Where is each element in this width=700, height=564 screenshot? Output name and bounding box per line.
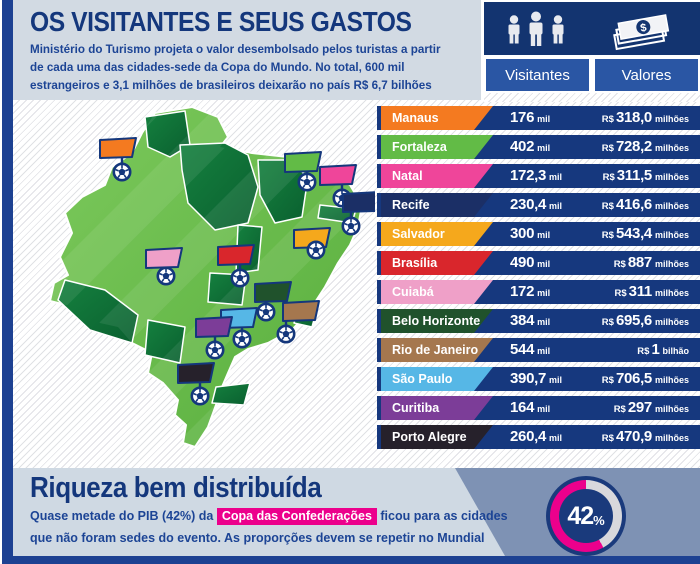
visitors-value: 164 mil <box>510 399 551 416</box>
map-flag-salvador <box>293 227 331 260</box>
visitors-value: 172 mil <box>510 283 551 300</box>
spending-value: R$ 311,5 milhões <box>602 167 689 184</box>
footer-text-line1: Quase metade do PIB (42%) da Copa das Co… <box>30 508 508 525</box>
table-row: Salvador 300 mil R$ 543,4 milhões <box>377 222 700 246</box>
visitors-value: 402 mil <box>510 138 551 155</box>
city-label: Natal <box>381 164 493 188</box>
city-label: Cuiabá <box>381 280 493 304</box>
table-row: Manaus 176 mil R$ 318,0 milhões <box>377 106 700 130</box>
city-label: São Paulo <box>381 367 493 391</box>
table-row: Recife 230,4 mil R$ 416,6 milhões <box>377 193 700 217</box>
map-flag-brasilia <box>217 244 255 288</box>
map-flag-fortaleza <box>284 151 322 192</box>
spending-value: R$ 695,6 milhões <box>601 312 689 329</box>
map-flag-curitiba <box>195 316 233 360</box>
city-flags <box>99 137 375 406</box>
visitors-value: 384 mil <box>510 312 551 329</box>
footer-text-after: ficou para as cidades <box>376 509 508 523</box>
footer-title: Riqueza bem distribuída <box>30 472 322 504</box>
visitors-value: 260,4 mil <box>510 428 563 445</box>
spending-value: R$ 318,0 milhões <box>601 109 689 126</box>
footer-text-line2: que não foram sedes do evento. As propor… <box>30 531 485 545</box>
city-label: Manaus <box>381 106 493 130</box>
map-flag-belo-horizonte <box>254 281 292 322</box>
header-subtitle: Ministério do Turismo projeta o valor de… <box>30 40 441 94</box>
spending-value: R$ 470,9 milhões <box>601 428 689 445</box>
spending-value: R$ 543,4 milhões <box>601 225 689 242</box>
visitors-value: 300 mil <box>510 225 551 242</box>
legend-visitors-label: Visitantes <box>484 57 591 93</box>
legend-icon-block: $ <box>484 2 700 55</box>
spending-value: R$ 297 milhões <box>613 399 689 416</box>
spending-value: R$ 706,5 milhões <box>601 370 689 387</box>
footer-highlight: Copa das Confederações <box>216 508 377 525</box>
page-title: OS VISITANTES E SEUS GASTOS <box>30 6 412 37</box>
city-label: Salvador <box>381 222 493 246</box>
subtitle-line: Ministério do Turismo projeta o valor de… <box>30 42 441 56</box>
table-row: São Paulo 390,7 mil R$ 706,5 milhões <box>377 367 700 391</box>
spending-value: R$ 311 milhões <box>614 283 689 300</box>
visitors-value: 230,4 mil <box>510 196 563 213</box>
city-label: Porto Alegre <box>381 425 493 449</box>
visitors-value: 490 mil <box>510 254 551 271</box>
bottom-accent-strip <box>2 556 700 564</box>
header: OS VISITANTES E SEUS GASTOS Ministério d… <box>13 0 481 100</box>
table-row: Natal 172,3 mil R$ 311,5 milhões <box>377 164 700 188</box>
spending-value: R$ 1 bilhão <box>637 341 689 358</box>
visitors-value: 390,7 mil <box>510 370 563 387</box>
legend-values-label: Valores <box>593 57 700 93</box>
table-row: Belo Horizonte 384 mil R$ 695,6 milhões <box>377 309 700 333</box>
city-label: Recife <box>381 193 493 217</box>
banknotes-icon: $ <box>613 13 670 50</box>
city-label: Curitiba <box>381 396 493 420</box>
people-icon <box>508 11 564 46</box>
map-flag-recife <box>341 191 375 236</box>
donut-chart: 42 % <box>546 476 626 556</box>
donut-center: 42 % <box>559 489 613 543</box>
city-label: Belo Horizonte <box>381 309 493 333</box>
donut-percent-sign: % <box>593 512 605 528</box>
donut-value: 42 <box>567 501 594 530</box>
dollar-sign: $ <box>639 21 647 34</box>
table-row: Rio de Janeiro 544 mil R$ 1 bilhão <box>377 338 700 362</box>
footer-text-before: Quase metade do PIB (42%) da <box>30 509 217 523</box>
map-flag-manaus <box>99 137 137 182</box>
city-label: Brasília <box>381 251 493 275</box>
map-flag-cuiaba <box>145 247 183 286</box>
spending-value: R$ 416,6 milhões <box>601 196 689 213</box>
hatched-strip <box>484 93 700 102</box>
spending-value: R$ 728,2 milhões <box>601 138 689 155</box>
visitors-value: 544 mil <box>510 341 551 358</box>
city-label: Rio de Janeiro <box>381 338 493 362</box>
table-row: Cuiabá 172 mil R$ 311 milhões <box>377 280 700 304</box>
map-flag-rio-de-janeiro <box>276 300 320 344</box>
city-label: Fortaleza <box>381 135 493 159</box>
left-accent-bar <box>2 0 13 564</box>
brazil-map <box>49 106 375 448</box>
subtitle-line: estrangeiros e 3,1 milhões de brasileiro… <box>30 78 432 92</box>
visitors-value: 172,3 mil <box>510 167 563 184</box>
spending-value: R$ 887 milhões <box>613 254 689 271</box>
table-row: Fortaleza 402 mil R$ 728,2 milhões <box>377 135 700 159</box>
visitors-value: 176 mil <box>510 109 551 126</box>
table-row: Porto Alegre 260,4 mil R$ 470,9 milhões <box>377 425 700 449</box>
table-row: Curitiba 164 mil R$ 297 milhões <box>377 396 700 420</box>
map-sheen <box>50 107 362 447</box>
subtitle-line: de cada uma das cidades-sede da Copa do … <box>30 60 405 74</box>
map-flag-porto-alegre <box>177 362 215 406</box>
table-row: Brasília 490 mil R$ 887 milhões <box>377 251 700 275</box>
